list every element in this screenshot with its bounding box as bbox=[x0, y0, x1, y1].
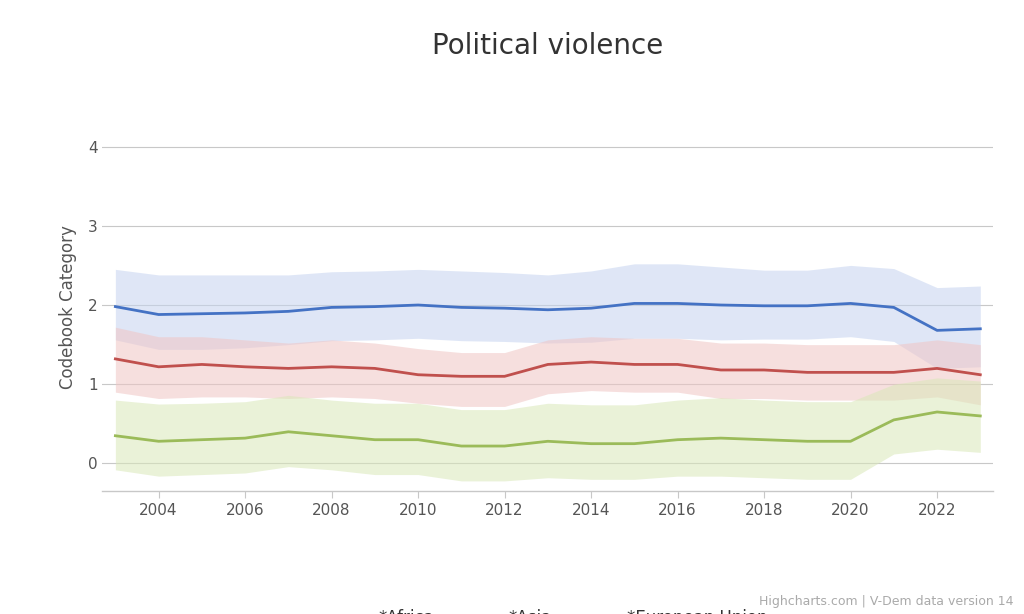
Y-axis label: Codebook Category: Codebook Category bbox=[58, 225, 77, 389]
Text: Highcharts.com | V-Dem data version 14: Highcharts.com | V-Dem data version 14 bbox=[759, 595, 1014, 608]
Title: Political violence: Political violence bbox=[432, 31, 664, 60]
Legend: *Africa, *Asia, *European Union: *Africa, *Asia, *European Union bbox=[322, 603, 774, 614]
